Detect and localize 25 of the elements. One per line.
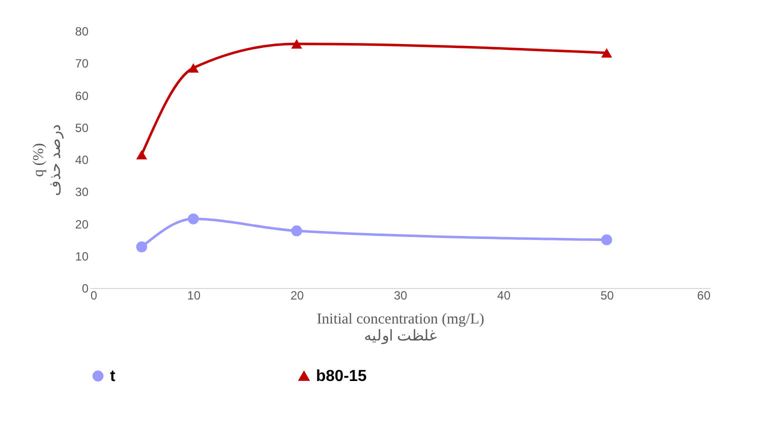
x-tick-label: 40	[497, 288, 511, 302]
y-tick-label: 60	[75, 88, 89, 103]
y-tick-label: 70	[75, 56, 89, 71]
y-tick-label: 30	[75, 185, 89, 200]
x-tick-label: 60	[697, 288, 711, 302]
legend-label: t	[110, 368, 116, 385]
x-tick-label: 30	[394, 288, 408, 302]
x-tick-label: 0	[90, 288, 98, 302]
y-tick-label: 10	[75, 249, 89, 264]
x-tick-label: 10	[187, 288, 201, 302]
x-tick-label: 50	[600, 288, 614, 302]
point	[291, 39, 302, 49]
y-tick-label: 20	[75, 217, 89, 232]
point	[136, 241, 148, 252]
point	[291, 225, 302, 236]
y-tick-label: 40	[75, 153, 89, 167]
point	[188, 213, 199, 224]
point	[136, 150, 148, 160]
y-tick-label: 80	[75, 24, 89, 38]
x-tick-label: 20	[290, 288, 304, 302]
point	[188, 63, 199, 73]
y-tick-label: 50	[75, 120, 89, 135]
point	[601, 234, 612, 246]
point	[601, 48, 612, 58]
legend-label: b80-15	[316, 368, 367, 385]
